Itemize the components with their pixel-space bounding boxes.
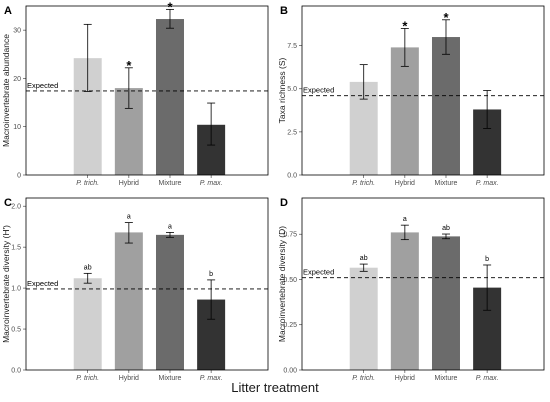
y-tick-label: 0.0 (11, 367, 21, 374)
y-axis-label: Macroinvertebrate diversity (H') (1, 225, 11, 343)
y-tick-label: 2.0 (11, 204, 21, 211)
y-tick-label: 7.5 (287, 43, 297, 50)
x-tick-label: P. max. (476, 375, 499, 382)
expected-label: Expected (303, 86, 334, 95)
x-tick-label: P. trich. (352, 180, 375, 187)
x-tick-label: Mixture (435, 180, 458, 187)
panel-border (25, 5, 269, 176)
significance-label: a (127, 214, 131, 221)
panel-label: D (280, 197, 288, 209)
expected-label: Expected (27, 81, 58, 90)
x-tick-label: Mixture (435, 375, 458, 382)
y-tick-label: 20 (13, 76, 21, 83)
y-tick-label: 30 (13, 28, 21, 35)
bar (390, 47, 419, 175)
panel-border (25, 197, 269, 371)
panel-label: B (280, 5, 288, 17)
y-tick-label: 0.0 (287, 172, 297, 179)
y-tick-label: 0.75 (283, 232, 297, 239)
y-axis-label: Macroinvertebrate diversity (D) (277, 226, 287, 342)
x-tick-label: P. max. (200, 180, 223, 187)
y-tick-label: 10 (13, 124, 21, 131)
significance-label: * (443, 10, 449, 25)
x-tick-label: P. trich. (76, 180, 99, 187)
y-axis-label: Macroinvertebrate abundance (1, 34, 11, 147)
significance-label: ab (84, 264, 92, 271)
bar (390, 232, 419, 370)
significance-label: b (209, 271, 213, 278)
expected-label: Expected (303, 268, 334, 277)
x-axis-title: Litter treatment (231, 380, 319, 395)
x-tick-label: Hybrid (119, 375, 139, 382)
y-tick-label: 0.00 (283, 367, 297, 374)
x-tick-label: Mixture (159, 180, 182, 187)
y-tick-label: 1.5 (11, 245, 21, 252)
significance-label: * (126, 58, 132, 73)
expected-label: Expected (27, 279, 58, 288)
panel-border (301, 197, 545, 371)
x-tick-label: Hybrid (395, 180, 415, 187)
bar (73, 278, 102, 370)
x-tick-label: P. trich. (76, 375, 99, 382)
y-tick-label: 2.5 (287, 129, 297, 136)
bar (431, 236, 460, 370)
chart-panel-c: C 0.0 0.5 1.0 1.5 2.0 Macroinvertebrate divers… (1, 197, 269, 382)
significance-label: * (167, 0, 173, 14)
x-tick-label: Mixture (159, 375, 182, 382)
significance-label: ab (360, 255, 368, 262)
x-tick-label: P. trich. (352, 375, 375, 382)
significance-label: a (403, 216, 407, 223)
bar (431, 37, 460, 175)
panel-border (301, 5, 545, 176)
chart-panel-b: B 0.0 2.5 5.0 7.5 Taxa richness (S) Expected * *… (277, 5, 545, 187)
panel-label: C (4, 197, 12, 209)
y-tick-label: 0 (17, 172, 21, 179)
significance-label: * (402, 18, 408, 33)
x-tick-label: P. max. (200, 375, 223, 382)
y-tick-label: 0.50 (283, 277, 297, 284)
significance-label: ab (442, 225, 450, 232)
panel-label: A (4, 5, 12, 17)
y-tick-label: 0.25 (283, 322, 297, 329)
y-tick-label: 1.0 (11, 285, 21, 292)
y-axis-label: Taxa richness (S) (277, 58, 287, 124)
bar (155, 234, 184, 370)
bar (349, 267, 378, 370)
bar (155, 19, 184, 176)
significance-label: b (485, 256, 489, 263)
y-tick-label: 5.0 (287, 86, 297, 93)
x-tick-label: Hybrid (395, 375, 415, 382)
x-tick-label: P. max. (476, 180, 499, 187)
bar (114, 232, 143, 370)
significance-label: a (168, 223, 172, 230)
x-tick-label: Hybrid (119, 180, 139, 187)
y-tick-label: 0.5 (11, 326, 21, 333)
